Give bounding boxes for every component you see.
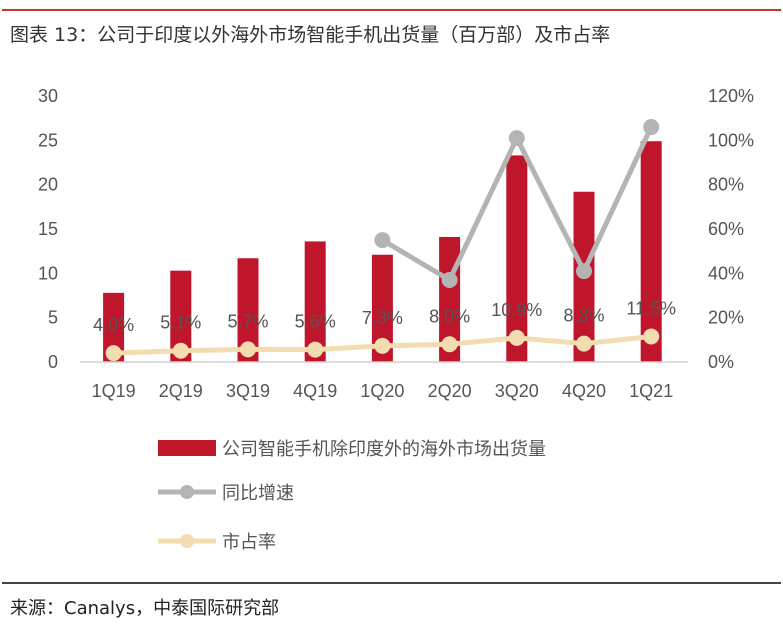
market-share-point (240, 341, 256, 358)
right-axis-tick: 20% (708, 308, 744, 328)
market-share-data-label: 8.0% (429, 306, 470, 326)
chart: 0 5 10 15 20 25 30 0% 20% 40% 60% 80% 100% 120% 1Q19 2Q… (38, 86, 754, 553)
left-axis-tick: 0 (48, 352, 58, 372)
market-share-data-label: 4.0% (93, 315, 134, 335)
x-axis-tick: 1Q20 (360, 381, 404, 401)
yoy-growth-point (576, 263, 592, 280)
bar (103, 292, 125, 362)
left-axis-tick: 10 (38, 263, 58, 283)
market-share-point (105, 345, 122, 362)
bar (237, 258, 259, 362)
bar (506, 155, 528, 362)
legend-label-yoy: 同比增速 (222, 483, 294, 504)
right-axis-tick: 120% (708, 86, 754, 106)
market-share-data-label: 5.7% (227, 311, 268, 331)
x-axis-tick: 2Q19 (159, 381, 203, 401)
market-share-point (441, 336, 458, 353)
bottom-rule (2, 582, 781, 584)
legend-label-shipments: 公司智能手机除印度外的海外市场出货量 (222, 439, 546, 460)
market-share-data-label: 5.1% (160, 313, 201, 333)
market-share-data-label: 11.5% (626, 299, 676, 319)
left-axis-tick: 30 (38, 86, 58, 106)
left-axis-tick: 20 (38, 175, 58, 195)
legend-yoy-marker (180, 485, 194, 499)
yoy-growth-point (508, 130, 525, 147)
x-axis-tick: 1Q21 (629, 381, 673, 401)
top-rule (2, 9, 781, 11)
left-axis-tick: 25 (38, 130, 58, 150)
market-share-point (307, 341, 324, 358)
x-axis-tick: 4Q20 (562, 381, 606, 401)
right-axis-tick: 40% (708, 263, 744, 283)
x-axis-tick: 3Q20 (495, 381, 539, 401)
bar (304, 241, 326, 362)
legend-label-share: 市占率 (222, 532, 276, 553)
yoy-growth-point (374, 232, 391, 249)
left-axis-tick: 5 (48, 308, 58, 328)
bar (640, 141, 662, 362)
market-share-point (508, 329, 525, 346)
bar (371, 254, 393, 362)
right-axis-tick: 60% (708, 219, 744, 239)
x-axis-tick: 4Q19 (293, 381, 337, 401)
yoy-growth-point (441, 271, 458, 288)
right-axis-tick: 100% (708, 130, 754, 150)
legend-share-marker (180, 534, 194, 548)
left-axis-tick: 15 (38, 219, 58, 239)
right-axis-tick: 0% (708, 352, 734, 372)
market-share-point (576, 335, 592, 352)
yoy-growth-point (643, 119, 660, 136)
bar (170, 270, 192, 362)
chart-title: 图表 13：公司于印度以外海外市场智能手机出货量（百万部）及市占率 (10, 24, 611, 46)
source-note: 来源：Canalys，中泰国际研究部 (10, 598, 280, 619)
x-axis-tick: 2Q20 (428, 381, 472, 401)
market-share-data-label: 7.3% (362, 308, 403, 328)
x-axis-tick: 3Q19 (226, 381, 270, 401)
market-share-data-label: 8.3% (563, 306, 604, 326)
legend-bar-swatch (158, 440, 216, 456)
market-share-point (643, 328, 660, 345)
market-share-data-label: 10.9% (491, 300, 542, 320)
right-axis-tick: 80% (708, 175, 744, 195)
market-share-point (374, 337, 391, 354)
market-share-data-label: 5.6% (295, 312, 336, 332)
market-share-point (172, 342, 189, 359)
x-axis-tick: 1Q19 (92, 381, 136, 401)
